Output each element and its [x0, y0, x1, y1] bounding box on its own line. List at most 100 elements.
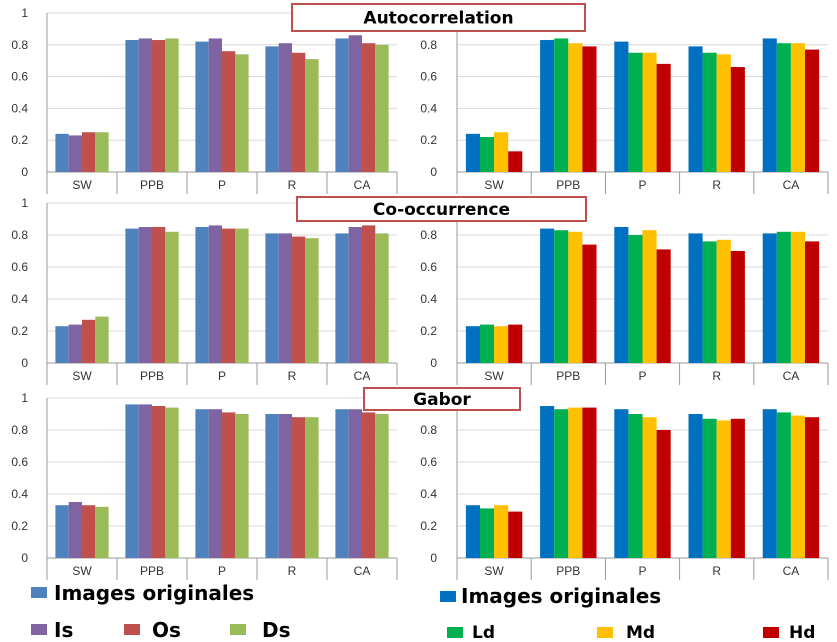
bar-hd-r: [730, 418, 745, 558]
x-tick-label: R: [288, 369, 297, 383]
bar-ds-p: [235, 228, 249, 363]
legend-right: Images originales Ld Md Hd: [440, 584, 815, 642]
x-tick-label: SW: [72, 564, 92, 578]
bar-images-originales-ca: [335, 409, 349, 558]
bar-os-p: [222, 228, 236, 363]
bar-md-ppb: [568, 43, 583, 173]
legend-swatch: [597, 627, 613, 638]
bar-hd-sw: [508, 324, 523, 363]
bar-images-originales-p: [614, 227, 629, 363]
bar-ld-sw: [480, 324, 495, 363]
bar-md-ca: [790, 43, 805, 173]
x-tick-label: SW: [484, 369, 504, 383]
y-tick-label: 0: [430, 551, 437, 565]
y-tick-label: 0.4: [420, 101, 437, 115]
y-tick-label: 0.6: [11, 70, 28, 84]
legend-swatch: [31, 624, 47, 635]
bar-images-originales-r: [688, 46, 703, 172]
y-tick-label: 0.8: [11, 38, 28, 52]
bar-images-originales-ca: [335, 38, 349, 172]
x-tick-label: P: [638, 178, 646, 192]
bar-ds-ppb: [165, 38, 179, 172]
bar-md-p: [642, 52, 657, 172]
legend-label: Hd: [789, 623, 815, 642]
bar-ld-r: [702, 241, 717, 363]
y-tick-label: 0: [430, 356, 437, 370]
bar-images-originales-r: [265, 46, 279, 172]
legend-swatch: [31, 587, 47, 598]
chart-title: Co-occurrence: [373, 200, 510, 220]
bar-os-sw: [82, 132, 96, 172]
bar-is-r: [278, 414, 292, 558]
bar-ds-r: [305, 417, 319, 558]
x-tick-label: CA: [354, 178, 371, 192]
legend-swatch: [230, 624, 246, 635]
y-tick-label: 0.6: [11, 260, 28, 274]
y-tick-label: 0: [430, 165, 437, 179]
bar-is-ppb: [138, 404, 152, 558]
chart-title: Autocorrelation: [363, 9, 513, 29]
y-tick-label: 0.6: [11, 455, 28, 469]
bar-images-originales-r: [688, 414, 703, 558]
bar-os-ppb: [152, 406, 166, 558]
y-tick-label: 0.6: [420, 260, 437, 274]
chart-panel-3: 0 0.2 0.4 0.6 0.8 1 SW PPB P R CA: [11, 196, 398, 385]
chart-panel-1: 0 0.2 0.4 0.6 0.8 1 SW PPB P R CA: [11, 6, 398, 194]
y-tick-label: 0.8: [11, 423, 28, 437]
bar-md-sw: [494, 326, 509, 363]
bar-is-sw: [68, 502, 82, 558]
bar-images-originales-r: [265, 414, 279, 558]
bar-ld-r: [702, 52, 717, 172]
bar-os-p: [222, 412, 236, 558]
x-tick-label: R: [288, 178, 297, 192]
legend-item-left-4: Ds: [230, 618, 291, 642]
legend-label: Images originales: [54, 581, 254, 605]
x-tick-label: CA: [354, 564, 371, 578]
bar-os-sw: [82, 319, 96, 363]
x-tick-label: R: [712, 369, 721, 383]
bar-images-originales-ca: [762, 409, 777, 558]
bar-os-r: [292, 52, 306, 172]
bar-is-ca: [348, 409, 362, 558]
y-tick-label: 0.8: [420, 423, 437, 437]
y-tick-label: 0.2: [420, 519, 437, 533]
x-tick-label: R: [712, 564, 721, 578]
bar-os-ca: [362, 43, 376, 173]
bar-ld-ppb: [554, 230, 569, 363]
legend-label: Is: [54, 618, 73, 642]
bar-is-p: [208, 409, 222, 558]
bar-ds-ca: [375, 414, 389, 558]
bar-images-originales-p: [614, 409, 629, 558]
legend-swatch: [440, 591, 456, 602]
bar-is-sw: [68, 135, 82, 172]
chart-title-box: Co-occurrence: [296, 196, 587, 222]
bar-hd-p: [656, 63, 671, 172]
bar-images-originales-p: [195, 227, 209, 363]
bar-ds-r: [305, 59, 319, 172]
title-border: [291, 3, 586, 32]
chart-title-box: Gabor: [363, 387, 521, 411]
y-tick-label: 0.8: [11, 228, 28, 242]
bar-os-p: [222, 51, 236, 172]
legend-item-right-2: Ld: [447, 623, 495, 642]
bar-md-r: [716, 239, 731, 363]
legend-swatch: [447, 627, 463, 638]
legend-label: Md: [626, 623, 655, 642]
title-border: [296, 196, 587, 222]
bar-images-originales-ppb: [125, 228, 139, 363]
bar-images-originales-p: [614, 41, 629, 173]
y-tick-label: 0.2: [420, 324, 437, 338]
bar-md-ca: [790, 231, 805, 363]
bar-ld-ppb: [554, 38, 569, 172]
bar-is-ppb: [138, 227, 152, 363]
bar-os-ppb: [152, 40, 166, 172]
bar-images-originales-sw: [55, 326, 69, 363]
bar-images-originales-ppb: [540, 228, 555, 363]
bar-ld-p: [628, 52, 643, 172]
legend-item-right-1: Images originales: [440, 584, 661, 608]
x-tick-label: PPB: [556, 564, 580, 578]
bar-images-originales-ca: [762, 38, 777, 172]
